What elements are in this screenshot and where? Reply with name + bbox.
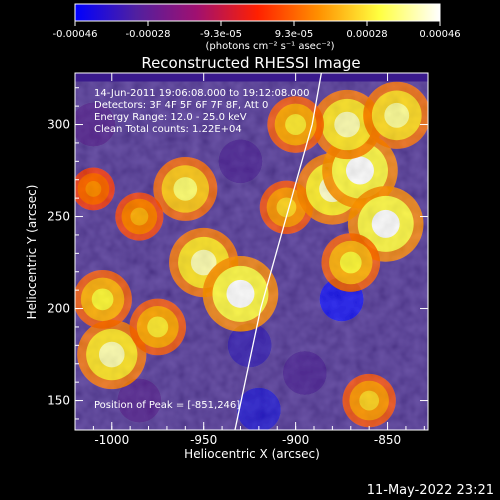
plot-area: -1000 -950 -900 -850 150 200 250 300 — [47, 72, 429, 447]
colorbar-unit: (photons cm⁻² s⁻¹ asec⁻²) — [205, 41, 334, 52]
heatmap-bright-core — [147, 316, 169, 338]
colorbar-ticks: -0.00046 -0.00028 -9.3e-05 9.3e-05 0.00028 0.… — [53, 21, 461, 40]
heatmap-bright-core — [345, 156, 374, 185]
footer-timestamp: 11-May-2022 23:21 — [367, 483, 494, 498]
heatmap-dark-region — [75, 102, 116, 147]
heatmap-bright-core — [339, 251, 362, 274]
heatmap-bright-core — [334, 111, 360, 138]
colorbar-tick-label: 9.3e-05 — [275, 29, 313, 40]
colorbar-tick-label: -0.00028 — [126, 29, 171, 40]
colorbar-tick-label: -0.00046 — [53, 29, 98, 40]
limb-line — [234, 73, 323, 430]
annotation-line: 14-Jun-2011 19:06:08.000 to 19:12:08.000 — [94, 88, 310, 99]
heatmap-bright-core — [173, 177, 198, 201]
heatmap-bright-core — [85, 180, 102, 197]
limb-curve — [234, 73, 323, 430]
heatmap-bright-core — [371, 209, 400, 238]
heatmap-dark-region — [218, 139, 263, 184]
heatmap-bright-core — [130, 207, 149, 226]
annotation-line: Clean Total counts: 1.22E+04 — [94, 124, 242, 135]
x-tick-label: -900 — [282, 433, 309, 447]
colorbar: -0.00046 -0.00028 -9.3e-05 9.3e-05 0.00028 0.… — [53, 3, 461, 52]
annotations: 14-Jun-2011 19:06:08.000 to 19:12:08.000… — [94, 88, 310, 135]
x-tick-label: -850 — [374, 433, 401, 447]
heatmap-dark-region — [282, 350, 327, 395]
y-axis-label: Heliocentric Y (arcsec) — [25, 185, 39, 320]
annotation-line: Energy Range: 12.0 - 25.0 keV — [94, 112, 247, 123]
x-axis-label: Heliocentric X (arcsec) — [184, 447, 320, 461]
x-tick-label: -950 — [190, 433, 217, 447]
heatmap-dark-region — [117, 378, 162, 423]
x-axis-ticks: -1000 -950 -900 -850 — [74, 73, 425, 447]
heatmap-bright-core — [91, 288, 114, 311]
y-tick-label: 150 — [47, 394, 70, 408]
heatmap-bright-core — [190, 249, 217, 276]
colorbar-tick-label: 0.00046 — [419, 29, 460, 40]
chart-title: Reconstructed RHESSI Image — [141, 54, 360, 72]
colorbar-tick-label: 0.00028 — [346, 29, 387, 40]
peak-position-label: Position of Peak = [-851,246] — [94, 400, 240, 411]
colorbar-tick-label: -9.3e-05 — [200, 29, 242, 40]
heatmap-dark-region — [227, 323, 272, 368]
y-tick-label: 250 — [47, 210, 70, 224]
y-tick-label: 300 — [47, 118, 70, 132]
heatmap-bright-core — [276, 197, 297, 218]
heatmap-bright-core — [226, 279, 255, 308]
annotation-line: Detectors: 3F 4F 5F 6F 7F 8F, Att 0 — [94, 100, 268, 111]
heatmap-bright-core — [285, 114, 307, 136]
x-tick-label: -1000 — [94, 433, 129, 447]
heatmap-bright-core — [98, 341, 125, 368]
y-tick-label: 200 — [47, 302, 70, 316]
colorbar-bar — [74, 3, 441, 22]
heatmap-blobs — [75, 81, 428, 430]
y-axis-ticks: 150 200 250 300 — [47, 87, 428, 420]
heatmap-layer — [75, 81, 428, 430]
plot-frame — [74, 72, 429, 431]
heatmap-dark-region — [236, 387, 281, 430]
heatmap-bright-core — [384, 102, 410, 128]
heatmap-bright-core — [359, 390, 380, 411]
